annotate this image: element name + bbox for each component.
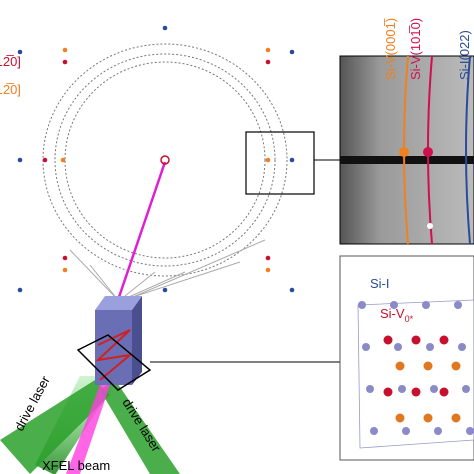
sample — [76, 296, 152, 391]
diffraction-rings — [42, 43, 288, 277]
legend: ] [12̅0] [12̅0] — [0, 54, 21, 97]
atom-si-i — [390, 301, 398, 309]
atom-si-i — [430, 385, 438, 393]
si-v-main: Si-V — [380, 306, 405, 321]
legend-red: [12̅0] — [0, 54, 21, 69]
crystal-inset — [339, 255, 474, 461]
bragg-spot — [62, 255, 68, 261]
atom-si-i — [434, 427, 442, 435]
atom-si-i — [394, 343, 402, 351]
atom-si-v — [411, 335, 421, 345]
bragg-spot — [62, 47, 68, 53]
bragg-spot — [17, 157, 23, 163]
direct-beam — [160, 155, 170, 165]
ring-label: Si-V(101̅0) — [408, 18, 423, 80]
bragg-spot — [265, 59, 271, 65]
atom-si-i — [366, 385, 374, 393]
atom-si-i — [358, 301, 366, 309]
bragg-spot — [42, 157, 48, 163]
atom-si-v — [439, 387, 449, 397]
atom-si-i — [466, 427, 474, 435]
atom-si-i — [454, 301, 462, 309]
si-v-sub: 0* — [405, 314, 414, 324]
atom-si-v — [423, 413, 433, 423]
bragg-spot — [162, 25, 168, 31]
atom-si-v — [423, 361, 433, 371]
bragg-spot — [162, 287, 168, 293]
bragg-spot — [62, 267, 68, 273]
bragg-spots — [17, 25, 295, 293]
bragg-spot — [17, 287, 23, 293]
si-i-label: Si-I — [370, 276, 390, 291]
bragg-spot — [289, 49, 295, 55]
bragg-spot — [265, 157, 271, 163]
detector-inset — [339, 55, 474, 245]
ring-label: Si-I(022) — [457, 30, 472, 80]
atom-si-i — [402, 427, 410, 435]
atom-si-v — [411, 387, 421, 397]
bragg-spot — [60, 157, 66, 163]
atom-si-v — [451, 413, 461, 423]
beams — [0, 376, 180, 474]
atom-si-i — [462, 385, 470, 393]
atom-si-i — [422, 301, 430, 309]
bragg-spot — [62, 59, 68, 65]
si-v-label: Si-V0* — [380, 306, 414, 324]
xfel-scatter — [116, 161, 167, 301]
legend-orange: [12̅0] — [0, 82, 21, 97]
atom-si-v — [451, 361, 461, 371]
atom-si-i — [362, 343, 370, 351]
atom-si-v — [395, 361, 405, 371]
bragg-spot — [265, 267, 271, 273]
zoom-box — [245, 131, 315, 195]
bragg-spot — [289, 157, 295, 163]
atom-si-i — [370, 427, 378, 435]
atom-si-v — [383, 387, 393, 397]
bragg-spot — [17, 49, 23, 55]
atom-si-i — [458, 343, 466, 351]
ring-label: Si-V(0001̅) — [383, 18, 398, 80]
atom-si-i — [426, 343, 434, 351]
atom-si-v — [383, 335, 393, 345]
scatter-lines — [69, 239, 266, 301]
bragg-spot — [265, 255, 271, 261]
atom-si-v — [395, 413, 405, 423]
bragg-spot — [265, 47, 271, 53]
atom-si-v — [439, 335, 449, 345]
atom-si-i — [398, 385, 406, 393]
bragg-spot — [289, 287, 295, 293]
xfel-label: XFEL beam — [42, 458, 110, 473]
